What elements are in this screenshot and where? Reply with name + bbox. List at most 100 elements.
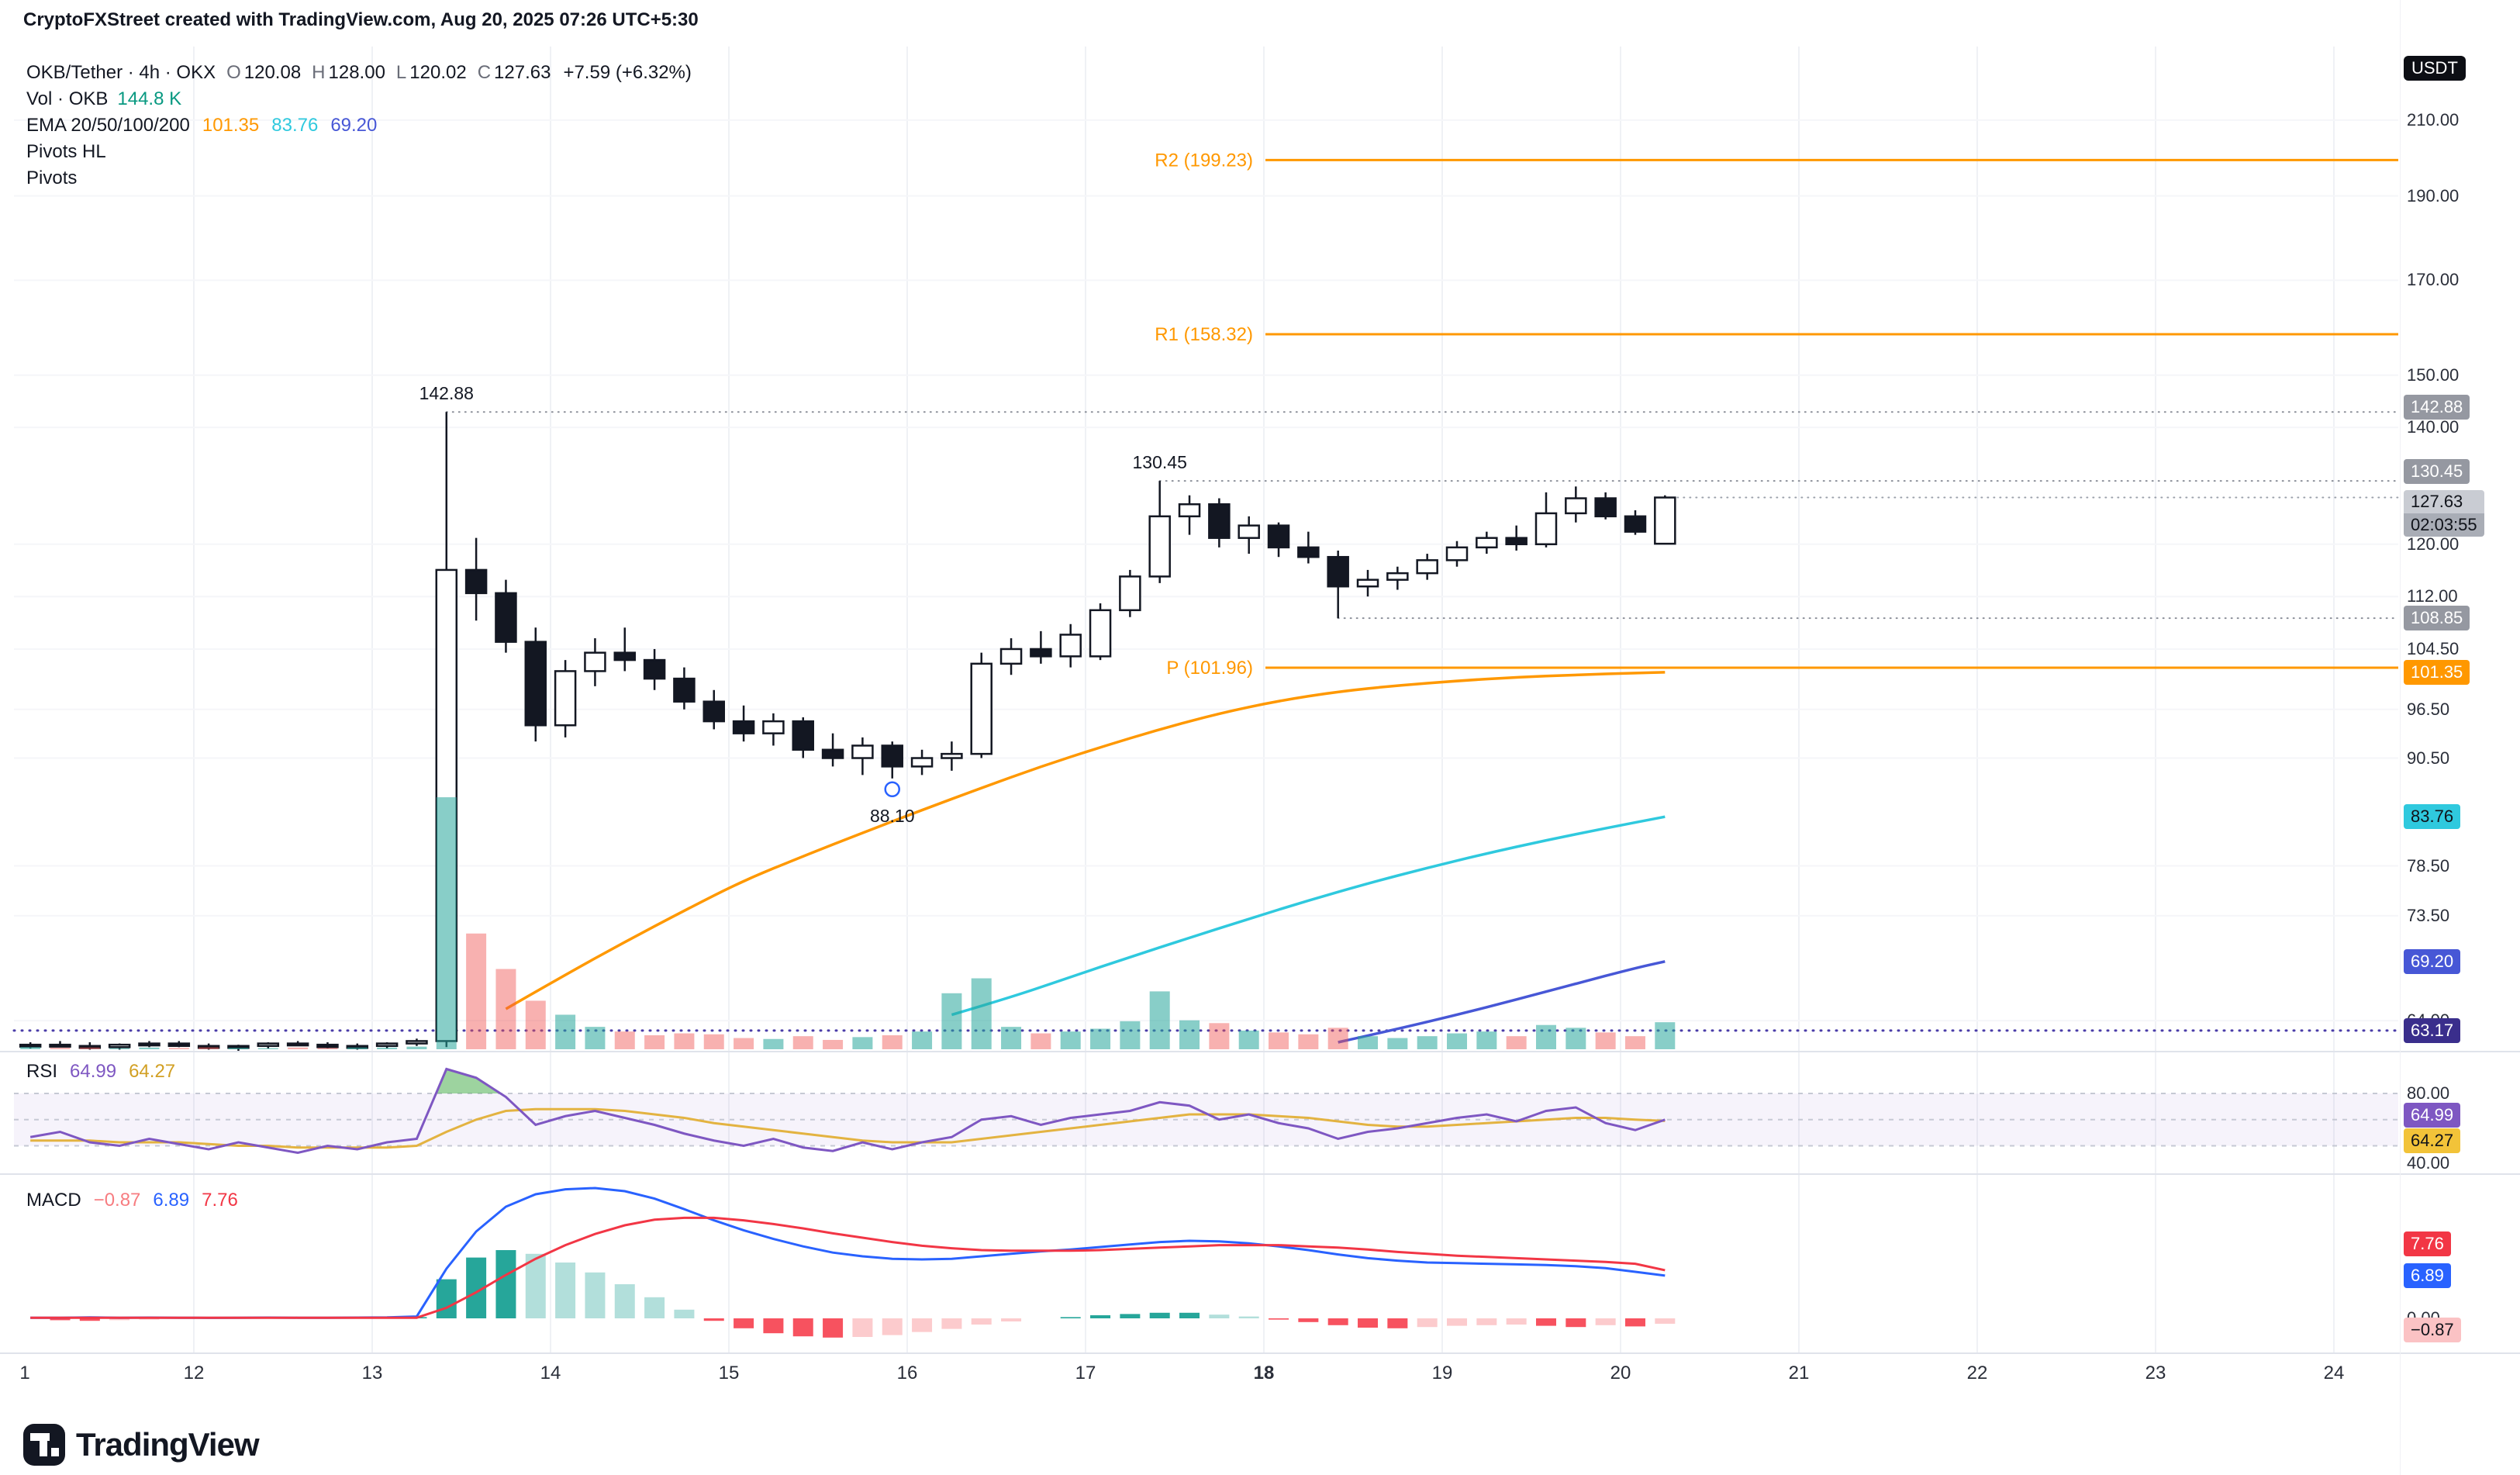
axis-badge: 69.20	[2404, 948, 2461, 974]
axis-label: 78.50	[2407, 855, 2450, 876]
axis-badge: 130.45	[2404, 459, 2470, 485]
time-label: 19	[1431, 1363, 1453, 1383]
attribution-header: CryptoFXStreet created with TradingView.…	[23, 9, 699, 30]
ohlc-value: 128.00	[328, 62, 385, 83]
macd-values: −0.87 6.89 7.76	[81, 1190, 238, 1211]
legend-value: 64.99	[70, 1061, 117, 1082]
axis-label: 90.50	[2407, 748, 2450, 768]
rsi-values: 64.99 64.27	[57, 1061, 175, 1082]
pivot-level-label: R2 (199.23)	[1155, 150, 1253, 171]
macd-layer	[30, 1187, 1676, 1338]
pivot-level-label: R1 (158.32)	[1155, 324, 1253, 345]
time-label: 18	[1253, 1363, 1275, 1383]
axis-label: 73.50	[2407, 905, 2450, 925]
axis-badge: 7.76	[2404, 1231, 2451, 1256]
change-value: +7.59 (+6.32%)	[563, 62, 692, 83]
legend-value: 6.89	[153, 1190, 190, 1211]
rsi-legend[interactable]: RSI 64.99 64.27	[26, 1059, 175, 1086]
rsi-label: RSI	[26, 1061, 58, 1082]
axis-label: 120.00	[2407, 534, 2460, 554]
tradingview-logo[interactable]: TradingView	[23, 1424, 260, 1466]
pivots-legend-row[interactable]: Pivots	[26, 166, 692, 191]
legend-value: 83.76	[271, 115, 319, 136]
pivot-level-label: P (101.96)	[1166, 658, 1253, 679]
ema50-line	[951, 815, 1666, 1017]
legend-value: 69.20	[330, 115, 378, 136]
time-label: 23	[2145, 1363, 2166, 1383]
time-label: 16	[896, 1363, 918, 1383]
rsi-band	[14, 1093, 2398, 1147]
currency-badge[interactable]: USDT	[2404, 56, 2466, 81]
legend-value: 101.35	[202, 115, 260, 136]
axis-badge: 64.99	[2404, 1102, 2461, 1128]
ema100-line	[1338, 960, 1666, 1044]
tradingview-logo-icon	[23, 1424, 65, 1466]
pivots-hl-label: Pivots HL	[26, 141, 106, 162]
axis-badge: 101.35	[2404, 659, 2470, 685]
volume-layer	[20, 797, 1676, 1049]
axis-label: 104.50	[2407, 638, 2460, 658]
legend-value: 64.27	[129, 1061, 176, 1082]
pivot-high-label: 130.45	[1133, 452, 1187, 472]
rsi-layer	[29, 1067, 1666, 1155]
annotations-layer: 142.88 130.45 88.10	[419, 383, 1187, 826]
axis-label: 210.00	[2407, 109, 2460, 130]
axis-badge: 142.88	[2404, 395, 2470, 420]
dotted-levels-layer	[12, 411, 2400, 1032]
axis-label: 170.00	[2407, 270, 2460, 290]
time-label: 1	[19, 1363, 30, 1383]
ohlc-key: O	[226, 62, 241, 83]
pane-dividers	[0, 1051, 2520, 1354]
axis-label: 190.00	[2407, 185, 2460, 206]
ohlc-key: L	[395, 62, 407, 83]
ohlc-value: 127.63	[494, 62, 551, 83]
last-price-badge: 127.63 02:03:55	[2404, 489, 2484, 537]
ohlc-values: O 120.08 H 128.00 L 120.02 C 127.63	[216, 62, 551, 83]
axis-label: 150.00	[2407, 364, 2460, 385]
candle-countdown: 02:03:55	[2404, 513, 2484, 537]
volume-label: Vol · OKB	[26, 88, 109, 109]
axis-label: 80.00	[2407, 1083, 2450, 1103]
axis-label: 96.50	[2407, 699, 2450, 719]
symbol-title[interactable]: OKB/Tether · 4h · OKX	[26, 62, 216, 83]
pivots-hl-legend-row[interactable]: Pivots HL	[26, 140, 692, 164]
last-price-value: 127.63	[2404, 489, 2484, 513]
axis-label: 40.00	[2407, 1153, 2450, 1173]
time-axis[interactable]: 1 12 13 14 15 16 17 18 19 20 21 22 23 24	[0, 1353, 2400, 1397]
grid-layer	[14, 47, 2398, 1353]
axis-badge: 6.89	[2404, 1263, 2451, 1288]
pivot-levels-layer: R2 (199.23) R1 (158.32) P (101.96)	[1155, 150, 2398, 679]
axis-label: 112.00	[2407, 586, 2458, 606]
macd-legend[interactable]: MACD −0.87 6.89 7.76	[26, 1188, 238, 1214]
volume-legend-row[interactable]: Vol · OKB 144.8 K	[26, 87, 692, 112]
macd-label: MACD	[26, 1190, 81, 1211]
pivot-low-label: 88.10	[870, 806, 915, 826]
symbol-legend-row[interactable]: OKB/Tether · 4h · OKX O 120.08 H 128.00 L 120.…	[26, 60, 692, 85]
main-legend[interactable]: OKB/Tether · 4h · OKX O 120.08 H 128.00 L 120.…	[26, 60, 692, 192]
tradingview-logo-text: TradingView	[76, 1426, 260, 1463]
candles-layer	[19, 412, 1676, 1052]
axis-badge: 64.27	[2404, 1128, 2461, 1154]
time-label: 13	[361, 1363, 383, 1383]
ema-legend-row[interactable]: EMA 20/50/100/200 101.35 83.76 69.20	[26, 113, 692, 138]
ohlc-key: H	[312, 62, 326, 83]
axis-badge: 83.76	[2404, 804, 2461, 830]
time-label: 22	[1966, 1363, 1988, 1383]
axis-badge: 63.17	[2404, 1017, 2461, 1043]
time-label: 12	[183, 1363, 205, 1383]
legend-value: 7.76	[202, 1190, 238, 1211]
time-label: 24	[2323, 1363, 2345, 1383]
pivot-low-marker	[884, 781, 900, 798]
pivot-high-label: 142.88	[419, 383, 474, 403]
time-label: 17	[1075, 1363, 1096, 1383]
axis-badge: 108.85	[2404, 606, 2470, 631]
time-label: 20	[1610, 1363, 1631, 1383]
time-label: 21	[1788, 1363, 1810, 1383]
legend-value: −0.87	[93, 1190, 141, 1211]
ema-label: EMA 20/50/100/200	[26, 115, 190, 136]
price-axis[interactable]: 210.00 190.00 170.00 150.00 140.00 120.00 112.…	[2400, 0, 2520, 1475]
pivots-label: Pivots	[26, 168, 78, 188]
time-label: 15	[718, 1363, 740, 1383]
